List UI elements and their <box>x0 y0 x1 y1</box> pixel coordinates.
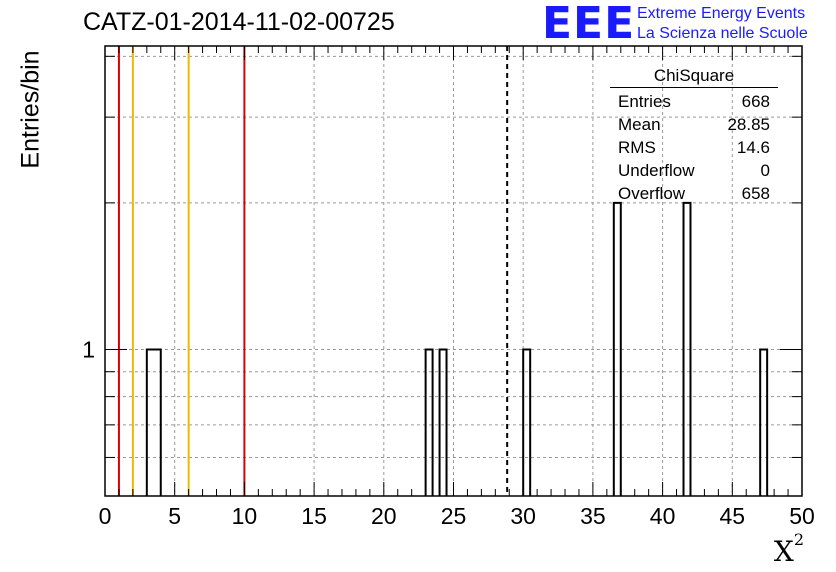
y-tick-label: 1 <box>82 336 95 362</box>
logo-line-1: Extreme Energy Events <box>637 5 806 22</box>
histogram-bin <box>612 201 622 496</box>
logo-mark: EEE <box>542 0 636 49</box>
stats-label: Overflow <box>618 184 686 203</box>
x-tick-label: 0 <box>99 503 112 529</box>
x-tick-label: 50 <box>789 503 815 529</box>
stats-row: RMS 14.6 <box>610 136 778 159</box>
x-tick-label: 35 <box>580 503 606 529</box>
stats-row: Overflow 658 <box>610 182 778 205</box>
stats-value: 0 <box>760 161 770 180</box>
x-tick-label: 30 <box>510 503 536 529</box>
stats-value: 14.6 <box>736 138 770 157</box>
stats-value: 658 <box>741 184 770 203</box>
x-tick-label: 10 <box>232 503 258 529</box>
x-axis-label-superscript: 2 <box>793 529 804 549</box>
x-tick-label: 25 <box>441 503 467 529</box>
stats-box: ChiSquare Entries 668 Mean 28.85 RMS 14.6 U… <box>610 66 778 205</box>
stats-value: 28.85 <box>727 115 770 134</box>
logo-line-2: La Scienza nelle Scuole <box>637 25 808 42</box>
stats-row: Entries 668 <box>610 90 778 113</box>
stats-label: RMS <box>618 138 656 157</box>
stats-title: ChiSquare <box>610 66 778 88</box>
stats-label: Mean <box>618 115 661 134</box>
histogram-bin <box>424 348 434 496</box>
x-axis-label: X2 <box>773 530 804 568</box>
chart-title: CATZ-01-2014-11-02-00725 <box>83 8 395 36</box>
x-tick-label: 40 <box>650 503 676 529</box>
x-tick-label: 5 <box>168 503 181 529</box>
stats-row: Mean 28.85 <box>610 113 778 136</box>
stats-label: Entries <box>618 92 671 111</box>
x-tick-label: 15 <box>301 503 327 529</box>
histogram-bin <box>145 348 162 496</box>
x-axis-label-base: X <box>773 535 794 568</box>
stats-label: Underflow <box>618 161 695 180</box>
x-tick-label: 45 <box>720 503 746 529</box>
stats-row: Underflow 0 <box>610 159 778 182</box>
x-tick-label: 20 <box>371 503 397 529</box>
y-axis-label: Entries/bin <box>16 50 45 169</box>
histogram-bin <box>682 201 692 496</box>
histogram-bin <box>759 348 769 496</box>
histogram-bin <box>522 348 532 496</box>
stats-value: 668 <box>741 92 770 111</box>
histogram-bin <box>438 348 448 496</box>
